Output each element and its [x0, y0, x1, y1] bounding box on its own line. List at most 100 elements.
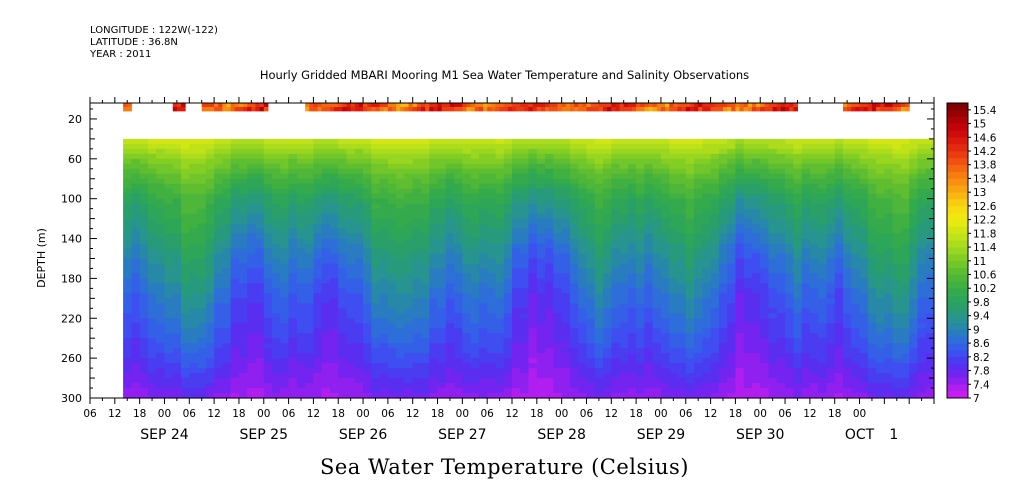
temperature-cell: [503, 378, 513, 384]
temperature-cell: [363, 258, 372, 265]
temperature-cell: [586, 298, 596, 304]
temperature-cell: [809, 323, 819, 329]
temperature-cell: [760, 268, 770, 275]
temperature-cell: [321, 353, 331, 359]
temperature-cell: [272, 383, 281, 389]
temperature-cell: [785, 183, 794, 190]
temperature-cell: [205, 288, 215, 294]
temperature-cell: [131, 363, 141, 369]
temperature-cell: [520, 308, 530, 314]
temperature-cell: [454, 338, 463, 344]
temperature-cell: [809, 143, 819, 150]
temperature-cell: [437, 288, 447, 294]
temperature-cell: [429, 198, 439, 205]
temperature-cell: [818, 273, 828, 279]
temperature-cell: [131, 313, 141, 319]
temperature-cell: [884, 188, 894, 195]
temperature-cell: [785, 283, 794, 289]
temperature-cell: [123, 308, 132, 314]
temperature-cell: [735, 268, 745, 275]
temperature-cell: [139, 163, 149, 170]
temperature-cell: [603, 223, 612, 230]
temperature-cell: [859, 213, 869, 220]
temperature-cell: [404, 273, 414, 279]
temperature-cell: [685, 358, 695, 364]
temperature-cell: [842, 288, 852, 294]
temperature-cell: [660, 138, 670, 145]
temperature-cell: [181, 263, 190, 270]
temperature-cell: [652, 368, 662, 374]
temperature-cell: [594, 238, 604, 245]
temperature-cell: [412, 378, 422, 384]
temperature-cell: [346, 353, 356, 359]
temperature-cell: [553, 308, 563, 314]
temperature-cell: [776, 363, 786, 369]
temperature-cell: [652, 278, 662, 284]
temperature-cell: [205, 313, 215, 319]
temperature-cell: [751, 238, 761, 245]
temperature-cell: [652, 308, 662, 314]
temperature-cell: [296, 368, 306, 374]
temperature-cell: [876, 283, 885, 289]
temperature-cell: [371, 148, 381, 155]
temperature-cell: [222, 313, 232, 319]
temperature-cell: [528, 263, 538, 270]
temperature-cell: [181, 168, 190, 175]
temperature-cell: [371, 198, 381, 205]
temperature-cell: [272, 393, 281, 399]
temperature-cell: [495, 168, 505, 175]
temperature-cell: [884, 248, 894, 255]
temperature-cell: [321, 203, 331, 210]
temperature-cell: [751, 348, 761, 354]
temperature-cell: [677, 293, 687, 299]
temperature-cell: [569, 248, 579, 255]
temperature-cell: [164, 348, 174, 354]
temperature-cell: [694, 233, 703, 240]
temperature-cell: [536, 268, 546, 275]
temperature-cell: [785, 278, 794, 284]
temperature-cell: [751, 323, 761, 329]
temperature-cell: [181, 353, 190, 359]
temperature-cell: [247, 138, 257, 145]
temperature-cell: [462, 173, 472, 180]
temperature-cell: [826, 318, 836, 324]
temperature-cell: [346, 338, 356, 344]
temperature-cell: [139, 308, 149, 314]
temperature-cell: [363, 318, 372, 324]
temperature-cell: [139, 148, 149, 155]
temperature-cell: [776, 163, 786, 170]
temperature-cell: [379, 183, 389, 190]
temperature-cell: [743, 198, 753, 205]
temperature-cell: [718, 238, 728, 245]
temperature-cell: [429, 328, 439, 334]
temperature-cell: [669, 373, 679, 379]
temperature-cell: [329, 393, 339, 399]
temperature-cell: [561, 383, 571, 389]
temperature-cell: [396, 213, 406, 220]
temperature-cell: [644, 273, 654, 279]
temperature-cell: [156, 223, 166, 230]
temperature-cell: [296, 298, 306, 304]
temperature-cell: [139, 318, 149, 324]
temperature-cell: [495, 368, 505, 374]
temperature-cell: [660, 288, 670, 294]
temperature-cell: [727, 298, 737, 304]
temperature-cell: [768, 213, 778, 220]
temperature-cell: [627, 148, 637, 155]
temperature-cell: [660, 313, 670, 319]
temperature-cell: [718, 228, 728, 235]
temperature-cell: [156, 203, 166, 210]
temperature-cell: [867, 273, 877, 279]
temperature-cell: [296, 193, 306, 200]
temperature-cell: [123, 198, 132, 205]
temperature-cell: [263, 273, 273, 279]
temperature-cell: [603, 178, 612, 185]
temperature-cell: [123, 323, 132, 329]
temperature-cell: [512, 353, 521, 359]
temperature-cell: [454, 278, 463, 284]
temperature-cell: [660, 263, 670, 270]
temperature-cell: [718, 148, 728, 155]
temperature-cell: [776, 193, 786, 200]
temperature-cell: [751, 258, 761, 265]
temperature-cell: [536, 293, 546, 299]
